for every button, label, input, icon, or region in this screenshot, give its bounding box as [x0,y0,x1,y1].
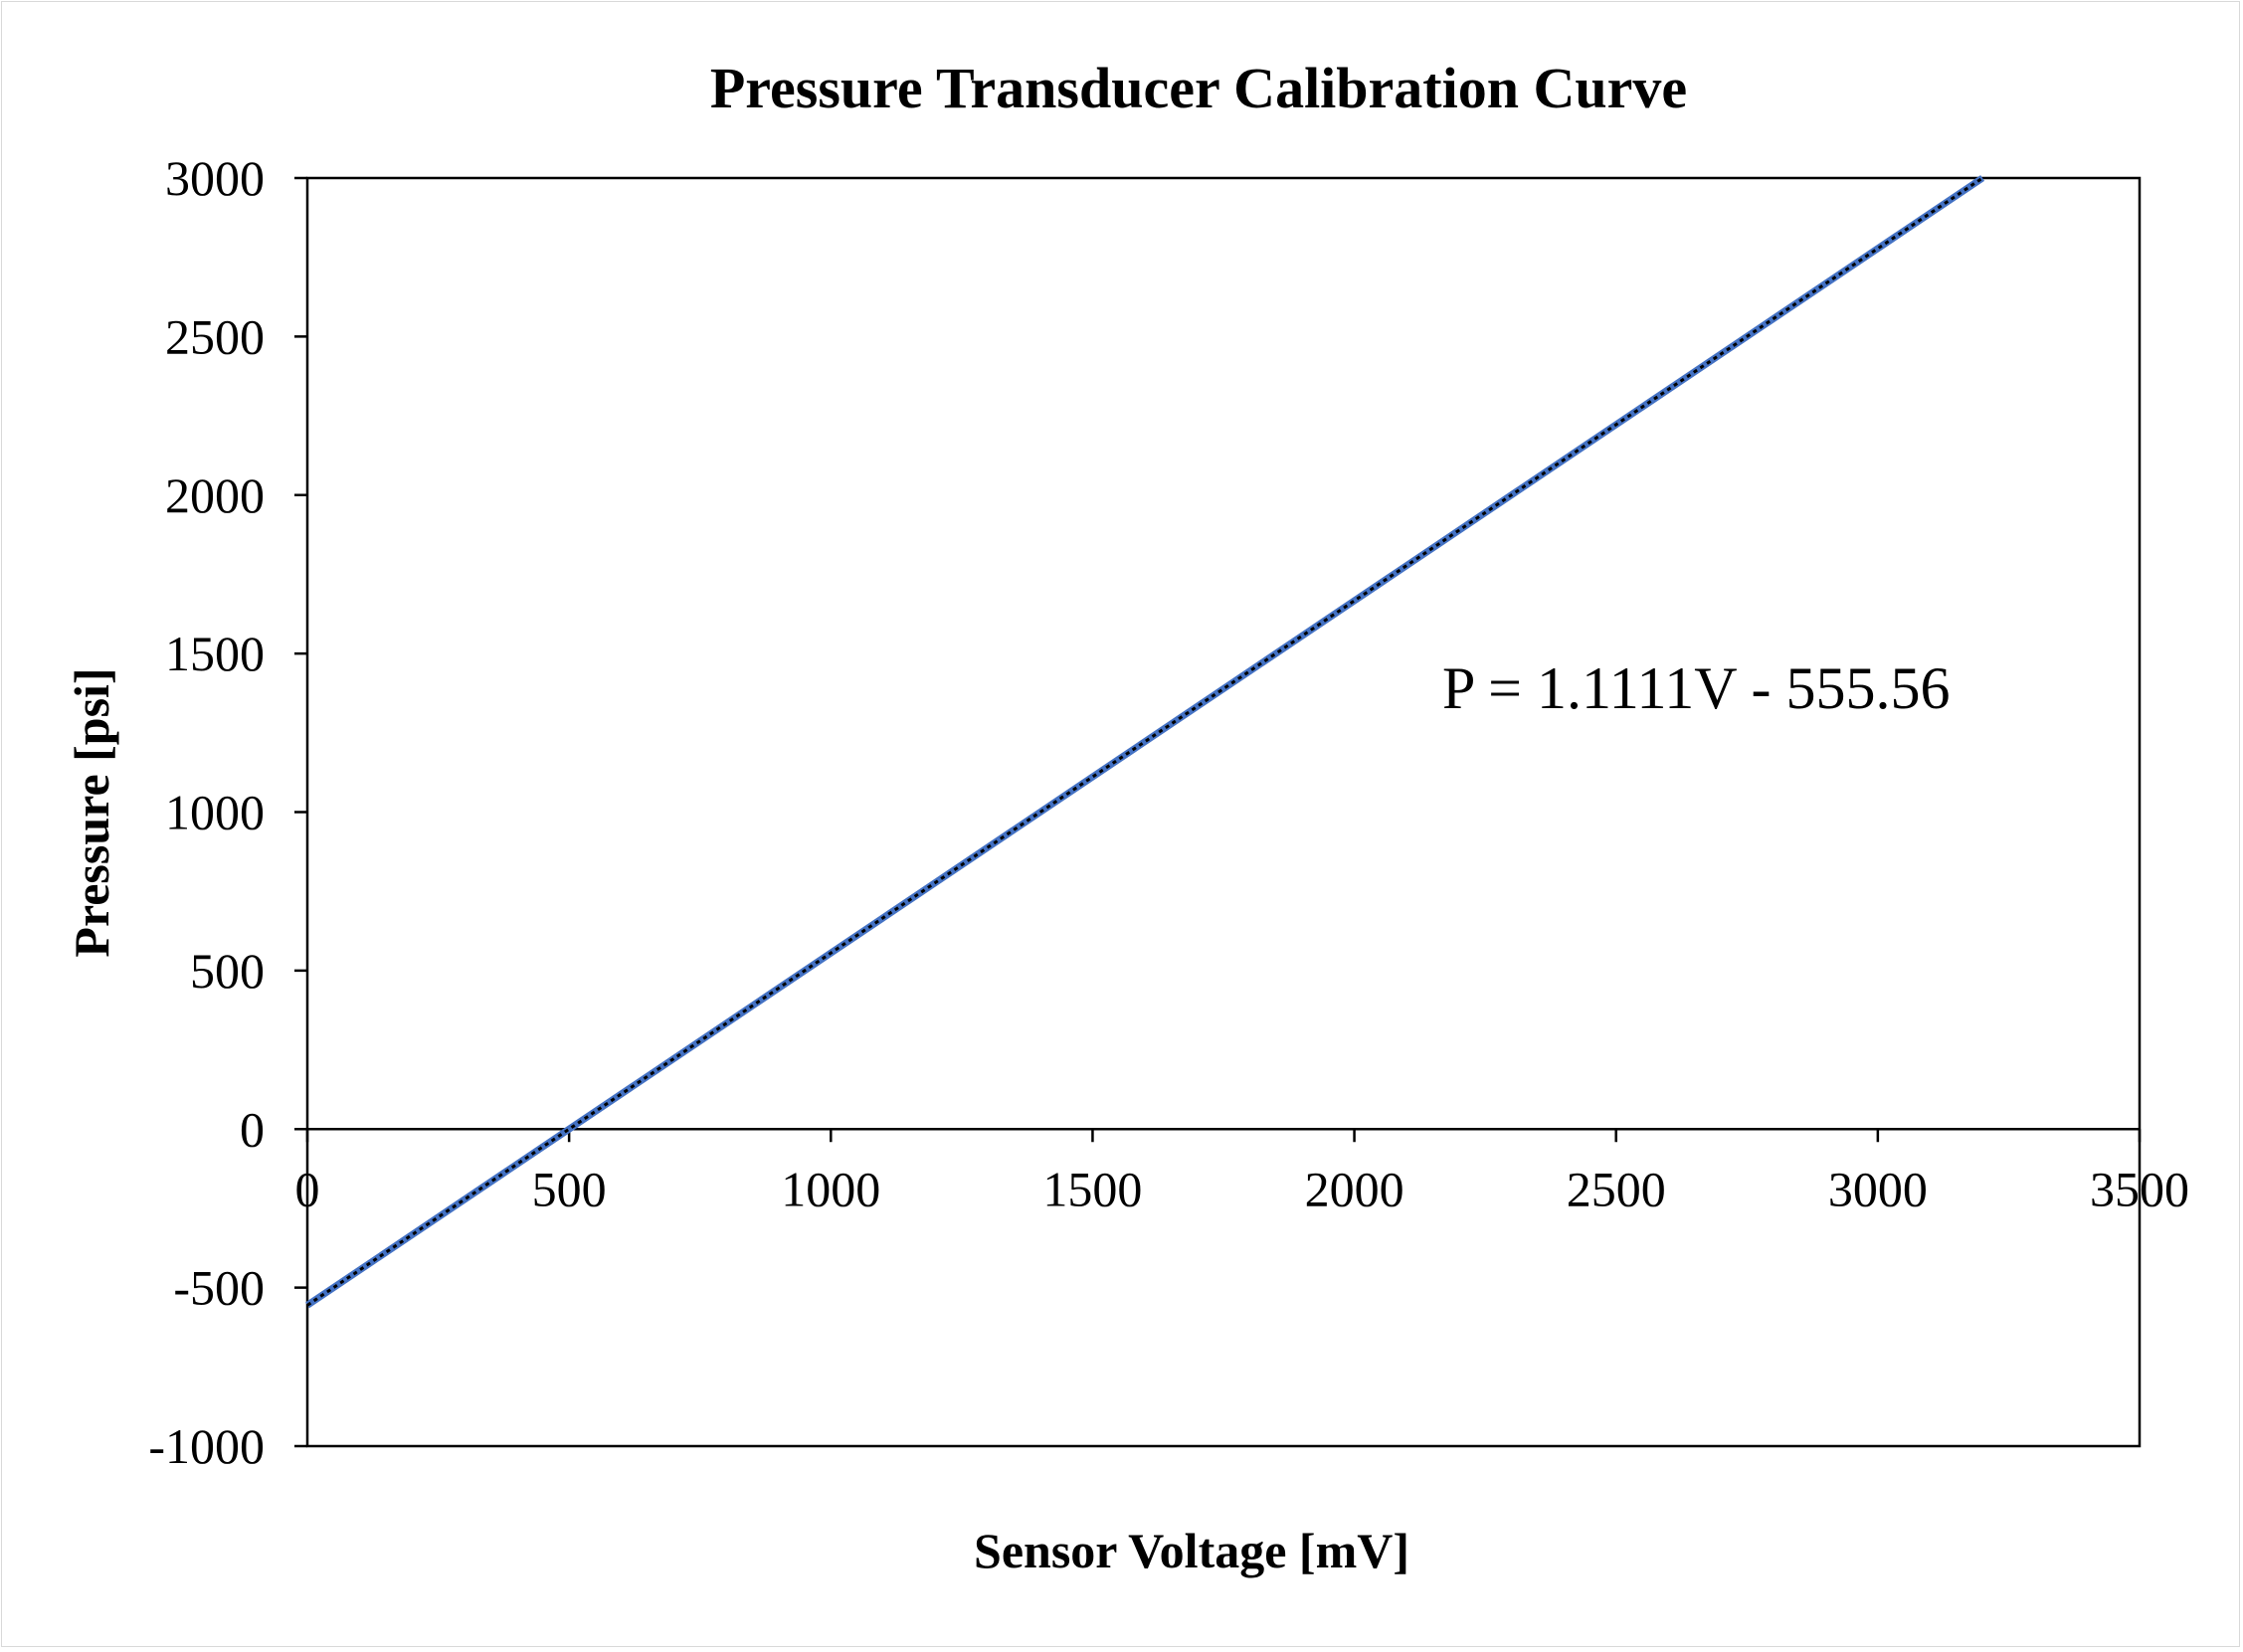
y-tick-label: 0 [240,1101,265,1157]
y-tick-label: -1000 [148,1418,265,1474]
x-tick-label: 1500 [1042,1161,1142,1216]
y-tick-label: 3000 [165,150,265,206]
y-tick-label: 1500 [165,626,265,681]
y-tick-label: -500 [173,1260,265,1316]
x-axis-ticks: 0 500 1000 1500 2000 2500 3000 3500 [295,1129,2189,1216]
data-series [305,175,1985,1309]
x-tick-label: 2000 [1305,1161,1404,1216]
y-axis-title: Pressure [psi] [64,667,119,957]
x-tick-label: 0 [295,1161,320,1216]
x-tick-label: 3500 [2090,1161,2189,1216]
x-tick-label: 2500 [1567,1161,1666,1216]
equation-annotation: P = 1.1111V - 555.56 [1442,655,1951,721]
y-axis-ticks: -1000 -500 0 500 1000 1500 2000 2500 3000 [148,150,307,1474]
y-tick-label: 2000 [165,467,265,523]
plot-area [305,176,2142,1448]
x-tick-label: 3000 [1828,1161,1928,1216]
series-line-dotted [306,176,1983,1307]
x-tick-label: 500 [532,1161,607,1216]
chart-title: Pressure Transducer Calibration Curve [710,56,1687,120]
y-tick-label: 1000 [165,785,265,840]
x-axis-title: Sensor Voltage [mV] [974,1523,1409,1578]
y-tick-label: 2500 [165,308,265,364]
y-tick-label: 500 [190,943,265,999]
x-tick-label: 1000 [781,1161,880,1216]
